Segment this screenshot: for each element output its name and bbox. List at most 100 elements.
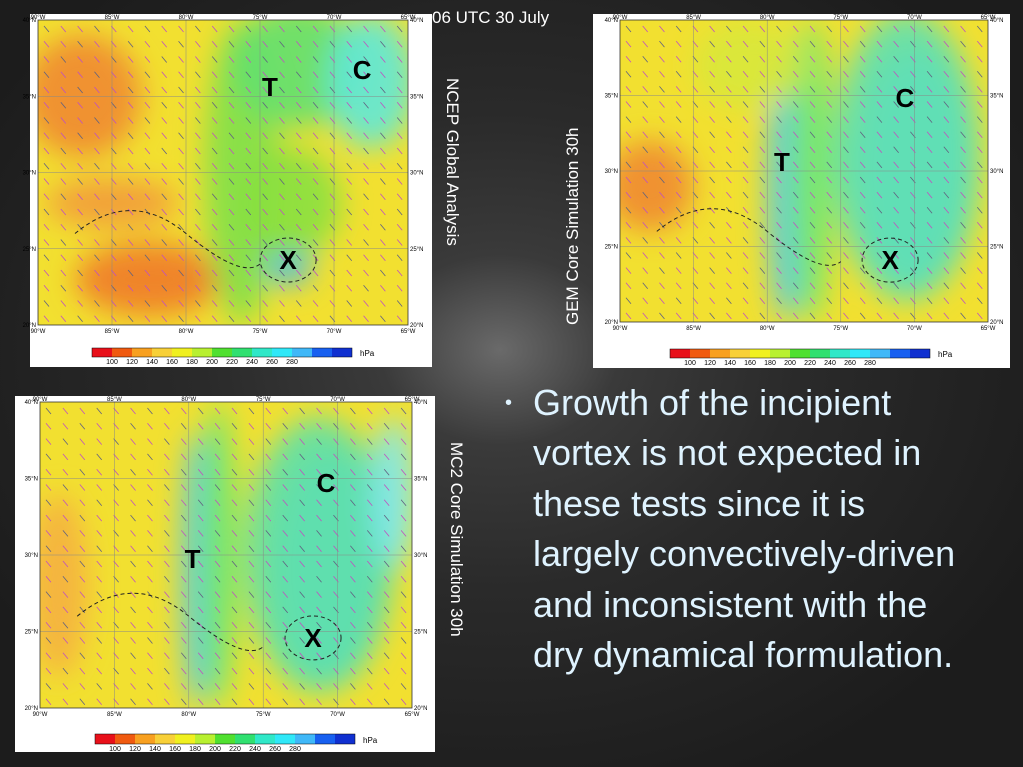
wind-barb (893, 40, 899, 48)
wind-barb (231, 484, 238, 491)
wind-barb (859, 146, 866, 154)
wind-barb (214, 621, 221, 629)
wind-barb (350, 560, 356, 568)
wind-barb (299, 438, 305, 445)
wind-barb (180, 652, 187, 660)
wind-barb (642, 55, 649, 63)
wind-barb (245, 101, 252, 109)
wind-barb (792, 161, 799, 169)
wind-barb (295, 269, 302, 277)
wind-barb (642, 86, 649, 93)
wind-barb (96, 606, 103, 614)
wind-barb (876, 237, 883, 244)
wind-barb (742, 176, 749, 184)
wind-barb (675, 252, 682, 259)
wind-barb (62, 576, 69, 583)
wind-barb (642, 25, 649, 33)
wind-barb (346, 117, 353, 124)
wind-barb (144, 40, 151, 48)
wind-barb (625, 252, 632, 259)
wind-barb (396, 40, 403, 48)
wind-barb (77, 178, 83, 185)
wind-barb (94, 40, 100, 48)
wind-barb (383, 560, 390, 568)
wind-barb (759, 312, 766, 320)
panel-caption: MC2 Core Simulation 30h (447, 442, 466, 637)
wind-barb (843, 86, 849, 93)
wind-barb (262, 71, 268, 79)
wind-barb (826, 191, 833, 199)
wind-barb (62, 591, 69, 598)
wind-barb (164, 407, 170, 415)
wind-barb (675, 40, 682, 48)
feature-marker: X (304, 623, 322, 653)
wind-barb (893, 206, 899, 214)
wind-barb (164, 560, 170, 568)
wind-barb (299, 484, 305, 491)
wind-barb (130, 484, 136, 491)
wind-barb (130, 468, 136, 476)
wind-barb (62, 637, 69, 644)
wind-barb (45, 438, 52, 445)
wind-barb (147, 621, 153, 629)
wind-barb (295, 25, 302, 33)
lat-label: 25°N (410, 247, 423, 253)
lon-label: 85°W (107, 712, 122, 718)
contour (656, 208, 842, 266)
wind-barb (316, 621, 322, 629)
wind-barb (859, 237, 866, 244)
wind-barb (792, 237, 799, 244)
wind-barb (197, 514, 204, 522)
wind-barb (826, 86, 833, 93)
wind-barb (625, 282, 632, 289)
wind-barb (94, 86, 100, 94)
colorbar-segment (690, 349, 710, 358)
wind-barb (960, 222, 966, 229)
wind-barb (709, 312, 715, 320)
map-field (40, 402, 412, 708)
wind-barb (147, 407, 153, 415)
colorbar-segment (292, 348, 312, 357)
wind-barb (96, 499, 103, 507)
colorbar-segment (95, 734, 115, 744)
wind-barb (43, 193, 50, 201)
wind-barb (161, 101, 168, 109)
colorbar-label: 220 (804, 360, 816, 367)
colorbar-label: 160 (166, 359, 178, 366)
colorbar-segment (132, 348, 152, 357)
wind-barb (876, 206, 883, 214)
wind-barb (282, 652, 289, 660)
wind-barb (625, 267, 632, 274)
wind-barb (859, 176, 866, 184)
wind-barb (659, 86, 665, 93)
colorbar-segment (155, 734, 175, 744)
wind-barb (312, 300, 319, 307)
wind-barb (776, 131, 782, 138)
lat-label: 35°N (990, 94, 1003, 100)
wind-barb (178, 284, 184, 292)
wind-barb (62, 438, 69, 445)
wind-barb (792, 86, 799, 93)
wind-barb (164, 530, 170, 537)
wind-barb (363, 162, 369, 170)
wind-barb (279, 162, 285, 170)
wind-barb (943, 86, 950, 93)
lat-label: 35°N (414, 477, 427, 483)
wind-barb (776, 252, 782, 259)
wind-barb (625, 146, 632, 154)
wind-barb (62, 499, 69, 507)
wind-barb (127, 101, 134, 109)
wind-barb (299, 576, 305, 583)
wind-barb (926, 86, 933, 93)
wind-barb (659, 116, 665, 123)
wind-barb (214, 683, 221, 690)
wind-barb (675, 116, 682, 123)
wind-barb (245, 315, 252, 323)
wind-barb (383, 423, 390, 430)
wind-barb (211, 178, 218, 185)
wind-barb (759, 25, 766, 33)
wind-barb (843, 40, 849, 48)
panel-caption: GEM Core Simulation 30h (563, 127, 582, 325)
wind-barb (383, 468, 390, 476)
wind-barb (282, 530, 289, 537)
